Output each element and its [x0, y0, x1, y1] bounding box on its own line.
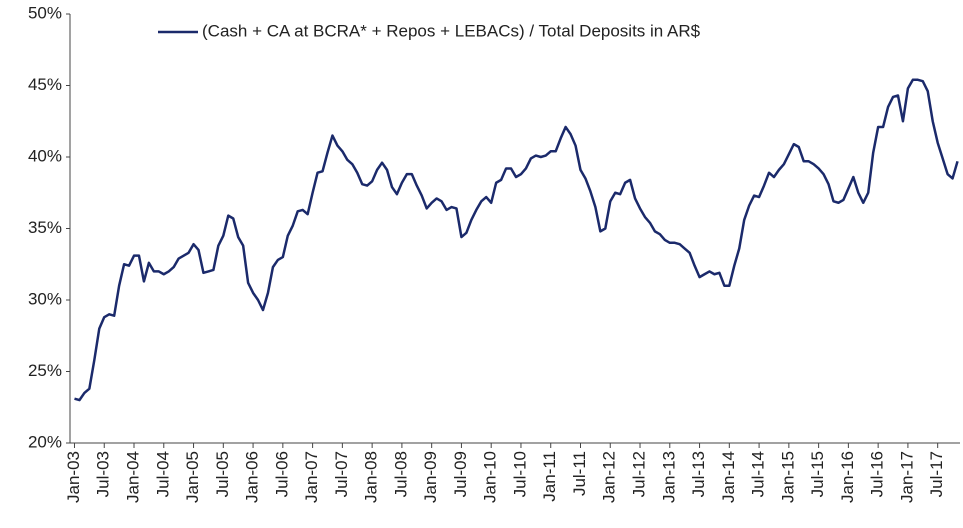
x-tick-label: Jul-06	[272, 451, 291, 497]
x-tick-label: Jul-09	[451, 451, 470, 497]
x-tick-label: Jul-11	[570, 451, 589, 496]
x-tick-label: Jan-11	[540, 451, 559, 502]
x-tick-label: Jan-05	[183, 451, 202, 503]
x-tick-label: Jul-13	[689, 451, 708, 497]
x-tick-label: Jul-03	[94, 451, 113, 497]
y-tick-label: 30%	[28, 289, 62, 308]
x-tick-label: Jan-16	[838, 451, 857, 503]
x-tick-label: Jul-15	[808, 451, 827, 497]
x-tick-label: Jan-12	[600, 451, 619, 503]
y-tick-label: 50%	[28, 3, 62, 22]
y-tick-label: 35%	[28, 218, 62, 237]
x-tick-label: Jul-17	[927, 451, 946, 497]
x-tick-label: Jul-14	[749, 451, 768, 497]
x-tick-label: Jan-06	[243, 451, 262, 503]
y-tick-label: 20%	[28, 432, 62, 451]
x-tick-label: Jan-03	[64, 451, 83, 503]
x-tick-label: Jul-16	[868, 451, 887, 497]
x-tick-label: Jan-15	[778, 451, 797, 503]
x-tick-label: Jan-07	[302, 451, 321, 503]
x-tick-label: Jul-10	[510, 451, 529, 497]
x-tick-label: Jan-10	[481, 451, 500, 503]
x-tick-label: Jan-09	[421, 451, 440, 503]
x-tick-label: Jan-17	[897, 451, 916, 503]
x-tick-label: Jul-12	[630, 451, 649, 497]
x-tick-label: Jul-08	[391, 451, 410, 497]
x-tick-label: Jul-04	[153, 451, 172, 497]
x-tick-label: Jan-14	[719, 451, 738, 503]
x-tick-label: Jan-13	[659, 451, 678, 503]
x-tick-label: Jan-04	[123, 451, 142, 503]
x-tick-label: Jan-08	[362, 451, 381, 503]
y-tick-label: 45%	[28, 75, 62, 94]
line	[74, 78, 959, 402]
y-tick-label: 25%	[28, 361, 62, 380]
x-tick-label: Jul-05	[213, 451, 232, 497]
y-tick-label: 40%	[28, 146, 62, 165]
legend-label: (Cash + CA at BCRA* + Repos + LEBACs) / …	[202, 21, 701, 40]
x-tick-label: Jul-07	[332, 451, 351, 497]
